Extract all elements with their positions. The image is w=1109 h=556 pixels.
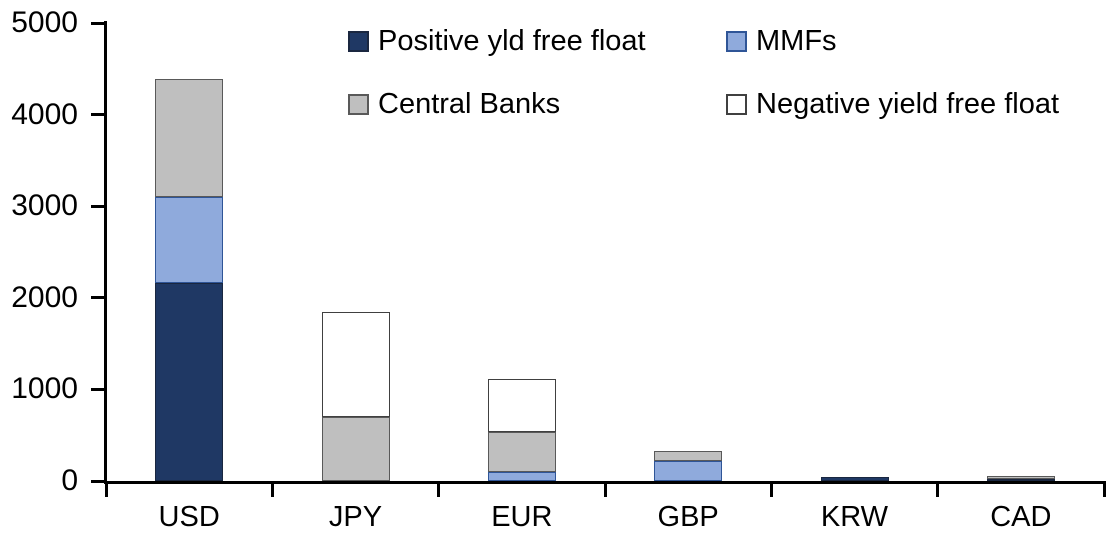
- x-axis-tick: [769, 481, 773, 497]
- x-axis-tick: [936, 481, 940, 497]
- bar-segment: [321, 312, 390, 417]
- legend-label: MMFs: [756, 24, 837, 57]
- y-tick-label: 5000: [11, 6, 78, 39]
- legend-label: Central Banks: [378, 87, 561, 120]
- bar-segment: [487, 431, 556, 472]
- y-axis-tick: [91, 296, 104, 300]
- bar-segment: [986, 479, 1055, 482]
- legend-item-central-banks: Central Banks: [348, 87, 561, 120]
- y-tick-label: 0: [61, 464, 78, 497]
- legend-swatch-positive-yld-free-float: [348, 30, 369, 52]
- x-axis-tick: [1102, 481, 1106, 497]
- legend-swatch-central-banks: [348, 93, 369, 115]
- y-tick-label: 1000: [11, 372, 78, 406]
- bar-segment: [986, 475, 1055, 480]
- bar-segment: [820, 477, 889, 481]
- x-category-label: JPY: [328, 501, 383, 533]
- legend-item-positive-yld-free-float: Positive yld free float: [348, 24, 646, 57]
- legend-swatch-negative-yield-free-float: [726, 93, 747, 115]
- bar-segment: [155, 283, 224, 481]
- bar-segment: [654, 460, 723, 481]
- x-axis-tick: [270, 481, 274, 497]
- legend-item-negative-yield-free-float: Negative yield free float: [726, 87, 1060, 120]
- bar-segment: [487, 471, 556, 481]
- bar-segment: [321, 416, 390, 481]
- y-axis-tick: [91, 479, 104, 483]
- x-category-label: KRW: [820, 501, 889, 533]
- x-axis-tick: [437, 481, 441, 497]
- y-axis-tick: [91, 387, 104, 391]
- x-axis-tick: [104, 481, 108, 497]
- legend-item-mmfs: MMFs: [726, 24, 837, 57]
- x-category-label: CAD: [990, 501, 1052, 533]
- bar-segment: [487, 379, 556, 432]
- y-axis-tick: [91, 21, 104, 25]
- x-category-label: USD: [158, 501, 220, 533]
- bar-segment: [155, 78, 224, 198]
- bar-segment: [155, 197, 224, 284]
- y-tick-label: 4000: [11, 97, 78, 131]
- legend-label: Positive yld free float: [378, 24, 646, 57]
- bar-segment: [654, 450, 723, 461]
- x-category-label: GBP: [657, 501, 719, 533]
- y-tick-label: 3000: [11, 189, 78, 223]
- legend-label: Negative yield free float: [756, 87, 1060, 120]
- x-axis-tick: [603, 481, 607, 497]
- legend-swatch-mmfs: [726, 30, 747, 52]
- x-category-label: EUR: [491, 501, 553, 533]
- y-axis-tick: [91, 204, 104, 208]
- y-axis-tick: [91, 113, 104, 117]
- y-axis-line: [104, 21, 107, 484]
- y-tick-label: 2000: [11, 280, 78, 314]
